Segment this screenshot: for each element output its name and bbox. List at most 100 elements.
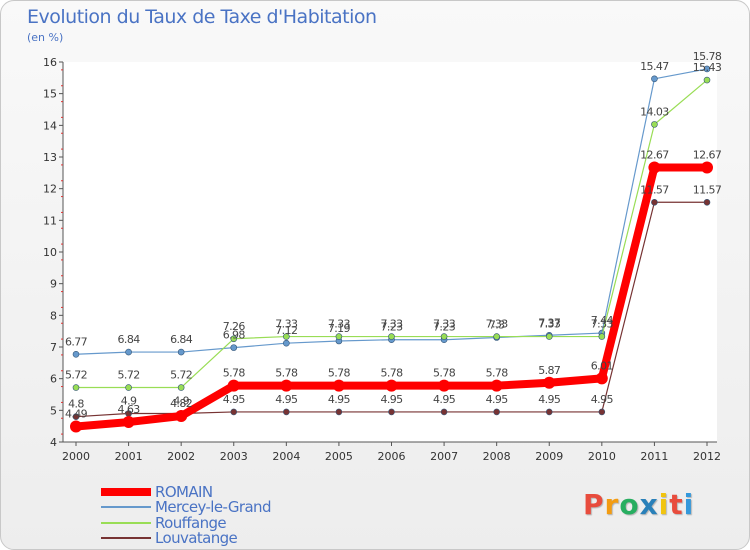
x-tick-label: 2007: [430, 450, 458, 463]
data-label: 11.57: [693, 183, 722, 196]
data-label: 15.43: [693, 61, 722, 74]
y-tick-label: 16: [43, 56, 57, 69]
data-point: [440, 333, 448, 340]
legend-label: Louvatange: [155, 529, 238, 548]
data-label: 7.33: [538, 318, 561, 331]
data-point: [701, 161, 713, 174]
data-label: 15.47: [640, 60, 669, 73]
data-label: 14.03: [640, 105, 669, 118]
x-tick-label: 2002: [167, 450, 195, 463]
data-label: 7.33: [380, 318, 403, 331]
legend-label: Mercey-le-Grand: [155, 498, 271, 517]
y-tick-label: 12: [43, 183, 57, 196]
data-label: 4.95: [275, 393, 298, 406]
data-point: [175, 410, 188, 423]
data-point: [651, 121, 658, 128]
x-tick-label: 2004: [272, 450, 300, 463]
data-point: [177, 384, 185, 391]
data-label: 4.49: [65, 407, 88, 420]
data-label: 6.84: [170, 333, 193, 346]
data-point: [70, 420, 82, 433]
data-label: 7.26: [223, 320, 246, 333]
chart-title: Evolution du Taux de Taxe d'Habitation: [27, 6, 377, 28]
data-point: [493, 333, 500, 340]
data-label: 5.78: [433, 367, 456, 380]
data-label: 4.82: [170, 397, 192, 410]
legend-swatch: [101, 521, 151, 524]
data-label: 4.95: [538, 393, 561, 406]
x-tick-label: 2010: [588, 450, 616, 463]
data-point: [280, 379, 293, 392]
data-label: 4.95: [486, 393, 509, 406]
data-point: [651, 75, 658, 83]
data-label: 4.63: [118, 403, 141, 416]
y-tick-label: 13: [43, 151, 57, 164]
data-point: [125, 384, 132, 391]
data-label: 7.23: [380, 321, 403, 334]
data-label: 5.78: [380, 367, 403, 380]
legend: ROMAIN Mercey-le-Grand Rouffange Louvatange: [101, 483, 271, 548]
x-tick-label: 2001: [115, 450, 143, 463]
data-label: 4.9: [121, 395, 137, 408]
data-label: 4.95: [591, 393, 614, 406]
x-tick-label: 2011: [640, 450, 668, 463]
logo-letter: i: [658, 488, 670, 521]
data-label: 7.33: [486, 318, 509, 331]
data-point: [335, 408, 343, 416]
data-label: 7.23: [433, 321, 456, 334]
data-label: 5.78: [223, 367, 246, 380]
data-label: 7.19: [328, 322, 351, 335]
data-point: [72, 384, 80, 391]
data-label: 5.78: [275, 367, 298, 380]
data-point: [385, 379, 398, 392]
y-tick-label: 8: [50, 309, 57, 322]
data-label: 4.95: [223, 393, 246, 406]
data-point: [177, 348, 185, 356]
data-point: [651, 198, 658, 206]
data-point: [283, 339, 290, 347]
data-point: [335, 333, 343, 340]
data-label: 7.33: [591, 318, 614, 331]
data-point: [490, 379, 503, 392]
x-tick-label: 2000: [62, 450, 90, 463]
data-label: 6.77: [65, 335, 88, 348]
legend-item: Louvatange: [101, 529, 271, 548]
data-point: [283, 333, 290, 340]
y-tick-label: 5: [50, 404, 57, 417]
legend-item: ROMAIN: [101, 483, 271, 501]
data-label: 5.72: [170, 369, 192, 382]
x-tick-label: 2005: [325, 450, 353, 463]
data-point: [230, 335, 238, 343]
legend-swatch: [101, 506, 151, 509]
data-point: [703, 76, 711, 84]
data-label: 4.95: [380, 393, 403, 406]
data-label: 6.98: [223, 329, 246, 342]
data-label: 7.44: [591, 314, 614, 327]
logo-letter: i: [683, 488, 695, 521]
data-label: 5.87: [538, 364, 561, 377]
y-tick-label: 14: [43, 119, 57, 132]
legend-label: Rouffange: [155, 513, 227, 532]
data-label: 4.95: [328, 393, 351, 406]
data-point: [125, 348, 132, 356]
data-point: [230, 408, 238, 416]
data-label: 7.12: [275, 324, 297, 337]
data-label: 5.78: [328, 367, 351, 380]
logo-letter: o: [619, 488, 640, 521]
x-tick-label: 2012: [693, 450, 721, 463]
data-label: 7.33: [328, 318, 351, 331]
plot-area: [63, 62, 717, 442]
chart-subtitle: (en %): [27, 31, 64, 44]
data-point: [440, 408, 448, 416]
data-label: 6.01: [591, 359, 613, 372]
data-label: 5.78: [486, 367, 509, 380]
y-tick-label: 7: [50, 341, 57, 354]
data-point: [388, 408, 395, 416]
y-tick-label: 6: [50, 373, 57, 386]
data-point: [595, 372, 608, 385]
y-tick-label: 4: [50, 436, 57, 449]
data-point: [332, 379, 345, 392]
data-label: 5.72: [118, 369, 140, 382]
